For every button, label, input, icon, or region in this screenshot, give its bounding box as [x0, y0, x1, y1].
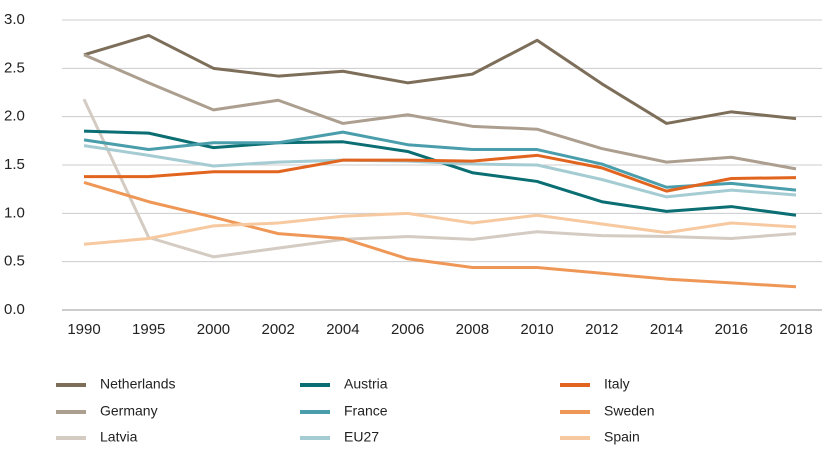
- legend-label: Sweden: [604, 403, 655, 419]
- x-tick-label: 2004: [326, 321, 359, 338]
- x-tick-label: 2006: [391, 321, 424, 338]
- legend-label: EU27: [344, 429, 379, 445]
- x-tick-label: 2000: [197, 321, 230, 338]
- x-tick-label: 2018: [779, 321, 812, 338]
- series-line: [83, 180, 797, 289]
- y-tick-label: 3.0: [4, 11, 25, 28]
- legend-label: Austria: [344, 376, 388, 392]
- x-tick-label: 2002: [261, 321, 294, 338]
- y-tick-label: 1.0: [4, 204, 25, 221]
- series-line: [83, 53, 797, 171]
- series-line: [83, 211, 797, 246]
- legend-label: Netherlands: [100, 376, 176, 392]
- series-line: [82, 98, 797, 259]
- x-tick-label: 2010: [520, 321, 553, 338]
- legend-label: Spain: [604, 429, 640, 445]
- x-tick-label: 1995: [132, 321, 165, 338]
- legend-label: France: [344, 403, 388, 419]
- x-tick-label: 2014: [650, 321, 683, 338]
- legend-label: Latvia: [100, 429, 138, 445]
- y-tick-label: 2.0: [4, 108, 25, 125]
- series-line: [83, 144, 797, 199]
- x-tick-label: 2012: [585, 321, 618, 338]
- y-tick-label: 2.5: [4, 59, 25, 76]
- y-tick-label: 0.5: [4, 253, 25, 270]
- x-tick-label: 1990: [67, 321, 100, 338]
- y-tick-label: 1.5: [4, 156, 25, 173]
- y-tick-label: 0.0: [4, 301, 25, 318]
- series-line: [84, 153, 797, 193]
- legend-label: Italy: [604, 376, 630, 392]
- series-line: [83, 130, 797, 192]
- x-tick-label: 2008: [456, 321, 489, 338]
- x-tick-label: 2016: [715, 321, 748, 338]
- series-line: [83, 33, 797, 125]
- legend-label: Germany: [100, 403, 158, 419]
